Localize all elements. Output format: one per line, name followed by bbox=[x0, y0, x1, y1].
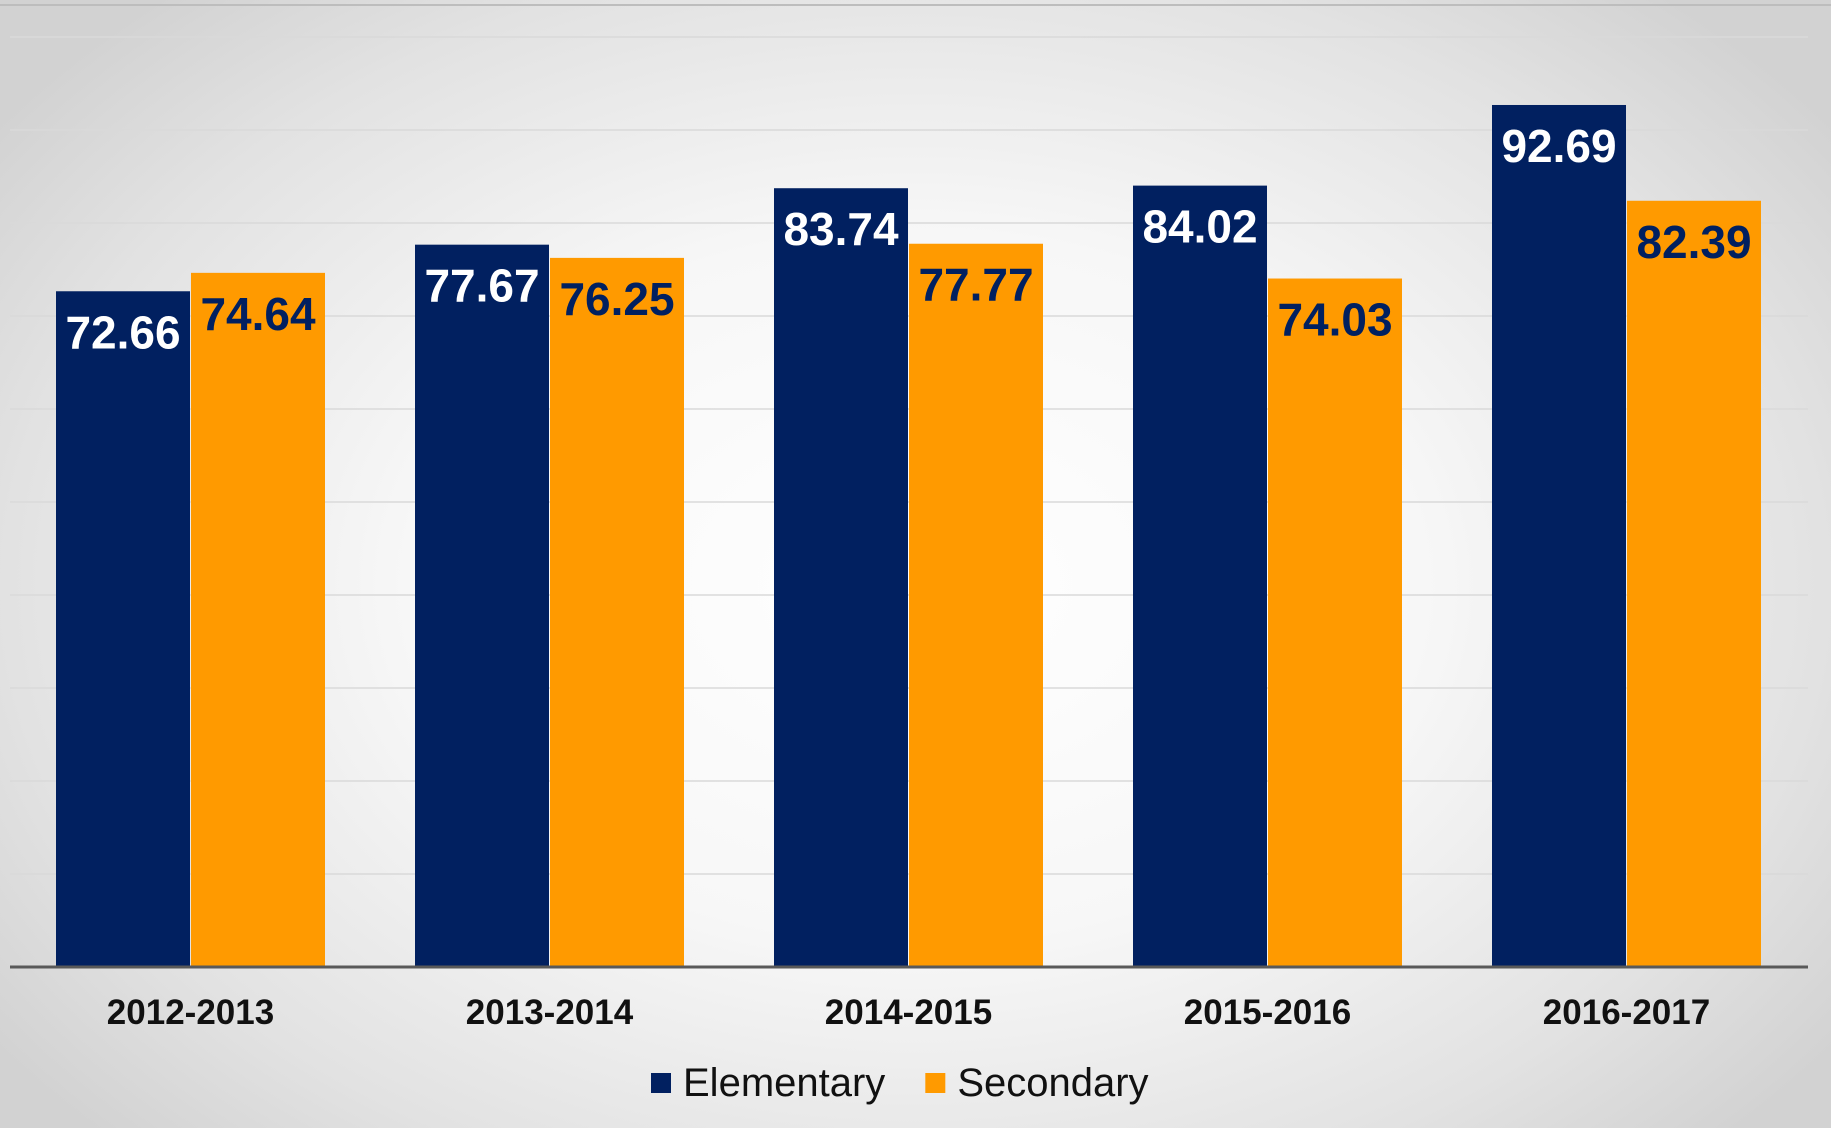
x-tick-label: 2014-2015 bbox=[825, 993, 992, 1032]
data-label-secondary-2016-2017: 82.39 bbox=[1636, 216, 1751, 268]
x-tick-label: 2015-2016 bbox=[1184, 993, 1351, 1032]
legend-label-secondary: Secondary bbox=[957, 1061, 1148, 1105]
bar-secondary-2012-2013 bbox=[191, 272, 325, 967]
x-tick-label: 2016-2017 bbox=[1543, 993, 1710, 1032]
bars bbox=[56, 104, 1761, 968]
bar-secondary-2014-2015 bbox=[909, 243, 1043, 967]
x-axis-tick-labels: 2012-2013 2013-2014 2014-2015 2015-2016 2016… bbox=[107, 993, 1710, 1032]
data-label-secondary-2012-2013: 74.64 bbox=[200, 288, 316, 340]
data-labels: 72.66 74.64 77.67 76.25 83.74 77.77 84.02 74.03… bbox=[65, 120, 1751, 358]
data-label-secondary-2013-2014: 76.25 bbox=[559, 273, 674, 325]
data-label-elementary-2015-2016: 84.02 bbox=[1142, 201, 1257, 253]
bar-secondary-2013-2014 bbox=[550, 257, 684, 967]
bar-elementary-2013-2014 bbox=[415, 244, 549, 967]
bar-elementary-2012-2013 bbox=[56, 291, 190, 968]
data-label-secondary-2015-2016: 74.03 bbox=[1277, 294, 1392, 346]
bar-elementary-2014-2015 bbox=[774, 188, 908, 967]
legend-swatch-elementary bbox=[651, 1073, 671, 1093]
x-tick-label: 2012-2013 bbox=[107, 993, 274, 1032]
legend: Elementary Secondary bbox=[651, 1061, 1149, 1105]
data-label-elementary-2016-2017: 92.69 bbox=[1501, 120, 1616, 172]
data-label-elementary-2013-2014: 77.67 bbox=[424, 260, 539, 312]
bar-secondary-2015-2016 bbox=[1268, 278, 1402, 967]
bar-elementary-2016-2017 bbox=[1492, 104, 1626, 967]
data-label-secondary-2014-2015: 77.77 bbox=[918, 259, 1033, 311]
data-label-elementary-2012-2013: 72.66 bbox=[65, 306, 180, 358]
legend-swatch-secondary bbox=[925, 1073, 946, 1093]
data-label-elementary-2014-2015: 83.74 bbox=[783, 203, 899, 255]
bar-secondary-2016-2017 bbox=[1627, 200, 1761, 967]
bar-elementary-2015-2016 bbox=[1133, 185, 1267, 967]
legend-label-elementary: Elementary bbox=[683, 1061, 885, 1105]
x-tick-label: 2013-2014 bbox=[466, 993, 634, 1032]
